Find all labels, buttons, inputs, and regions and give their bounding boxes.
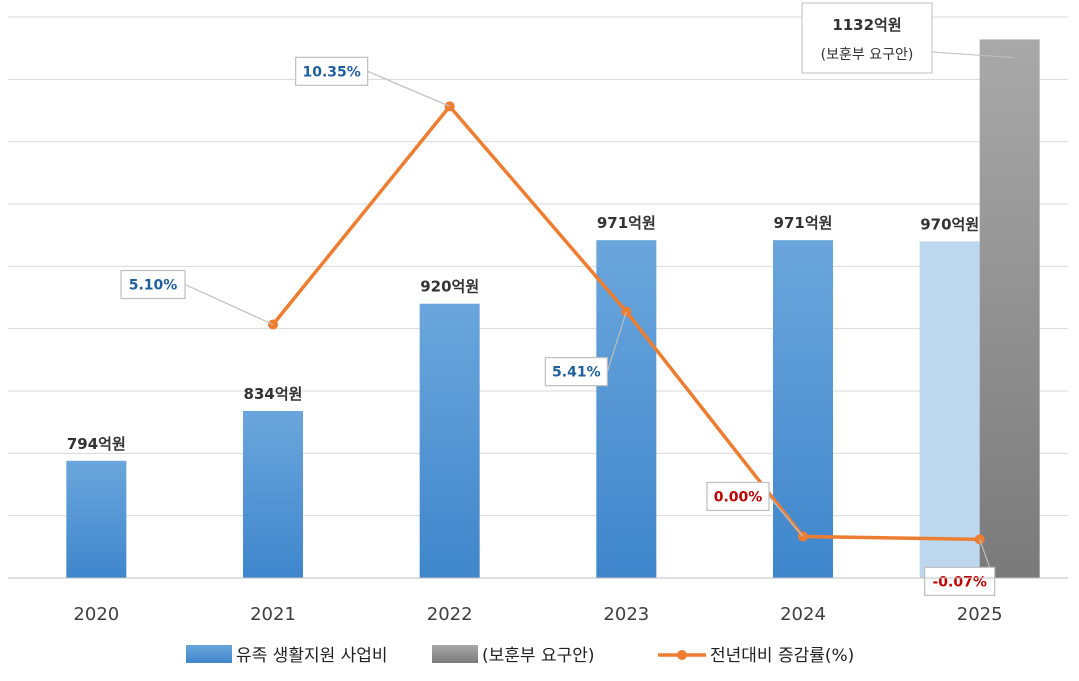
- bar-2021: [243, 410, 303, 578]
- x-tick-2025: 2025: [957, 604, 1003, 625]
- legend-swatch-bar: [186, 645, 232, 663]
- data-labels: 794억원 834억원 920억원 971억원 971억원 970억원 1132억원 (보훈부…: [67, 2, 1013, 596]
- bar-2022: [419, 303, 480, 578]
- legend-label-request: (보훈부 요구안): [482, 646, 595, 666]
- bar-2023: [596, 240, 657, 579]
- rate-label-2022: 10.35%: [303, 64, 361, 80]
- request-value-label: 1132억원: [832, 16, 901, 34]
- rate-leader-2021: [184, 283, 274, 326]
- bar-label-2021: 834억원: [244, 385, 303, 403]
- rate-label-box-2025: [924, 566, 996, 596]
- bar-label-2023: 971억원: [597, 214, 656, 232]
- rate-label-box-2022: [295, 56, 369, 86]
- bar-request-2025: [979, 39, 1040, 578]
- rate-label-box-2024: [706, 481, 770, 512]
- rate-label-2023: 5.41%: [552, 365, 601, 381]
- bar-label-2025: 970억원: [920, 215, 979, 233]
- bar-label-2022: 920억원: [420, 278, 479, 296]
- bar-label-2024: 971억원: [774, 214, 833, 232]
- legend-marker-line: [677, 650, 687, 660]
- rate-label-2021: 5.10%: [129, 278, 178, 294]
- request-leader: [931, 51, 1013, 58]
- request-name-label: (보훈부 요구안): [821, 47, 914, 63]
- bar-2025: [919, 241, 980, 578]
- x-tick-2023: 2023: [603, 604, 649, 625]
- legend: 유족 생활지원 사업비 (보훈부 요구안) 전년대비 증감률(%): [186, 645, 854, 666]
- rate-label-box-2023: [544, 357, 608, 387]
- x-tick-2022: 2022: [427, 604, 473, 625]
- legend-label-bar: 유족 생활지원 사업비: [236, 646, 388, 666]
- bar-label-2020: 794억원: [67, 435, 126, 453]
- request-label-box: [801, 2, 933, 74]
- x-tick-2020: 2020: [73, 604, 119, 625]
- rate-label-2025: -0.07%: [932, 574, 986, 590]
- legend-label-line: 전년대비 증감률(%): [710, 646, 854, 666]
- x-axis: 2020 2021 2022 2023 2024 2025: [8, 577, 1068, 625]
- bar-2024: [773, 240, 833, 579]
- rate-leader-2023: [606, 311, 627, 372]
- x-tick-2024: 2024: [780, 604, 826, 625]
- bar-2020: [66, 460, 127, 578]
- rate-leader-2024: [768, 496, 804, 537]
- legend-swatch-request: [432, 645, 478, 663]
- rate-leader-2022: [367, 70, 450, 107]
- rate-label-2024: 0.00%: [714, 489, 763, 505]
- x-tick-2021: 2021: [250, 604, 296, 625]
- rate-label-box-2021: [120, 269, 186, 300]
- bars: [66, 39, 1040, 579]
